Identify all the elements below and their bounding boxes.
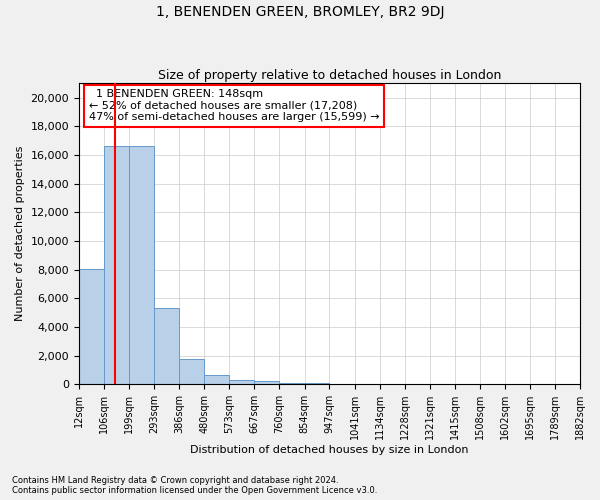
Bar [280,382,305,384]
Bar [254,382,280,384]
Bar [205,376,229,384]
Bar [129,146,154,384]
Bar [179,359,205,384]
Bar [79,269,104,384]
X-axis label: Distribution of detached houses by size in London: Distribution of detached houses by size … [190,445,469,455]
Y-axis label: Number of detached properties: Number of detached properties [15,146,25,322]
Text: Contains HM Land Registry data © Crown copyright and database right 2024.
Contai: Contains HM Land Registry data © Crown c… [12,476,377,495]
Title: Size of property relative to detached houses in London: Size of property relative to detached ho… [158,69,501,82]
Bar [229,380,254,384]
Bar [154,308,179,384]
Text: 1 BENENDEN GREEN: 148sqm
← 52% of detached houses are smaller (17,208)
47% of se: 1 BENENDEN GREEN: 148sqm ← 52% of detach… [89,89,380,122]
Text: 1, BENENDEN GREEN, BROMLEY, BR2 9DJ: 1, BENENDEN GREEN, BROMLEY, BR2 9DJ [156,5,444,19]
Bar [104,146,129,384]
